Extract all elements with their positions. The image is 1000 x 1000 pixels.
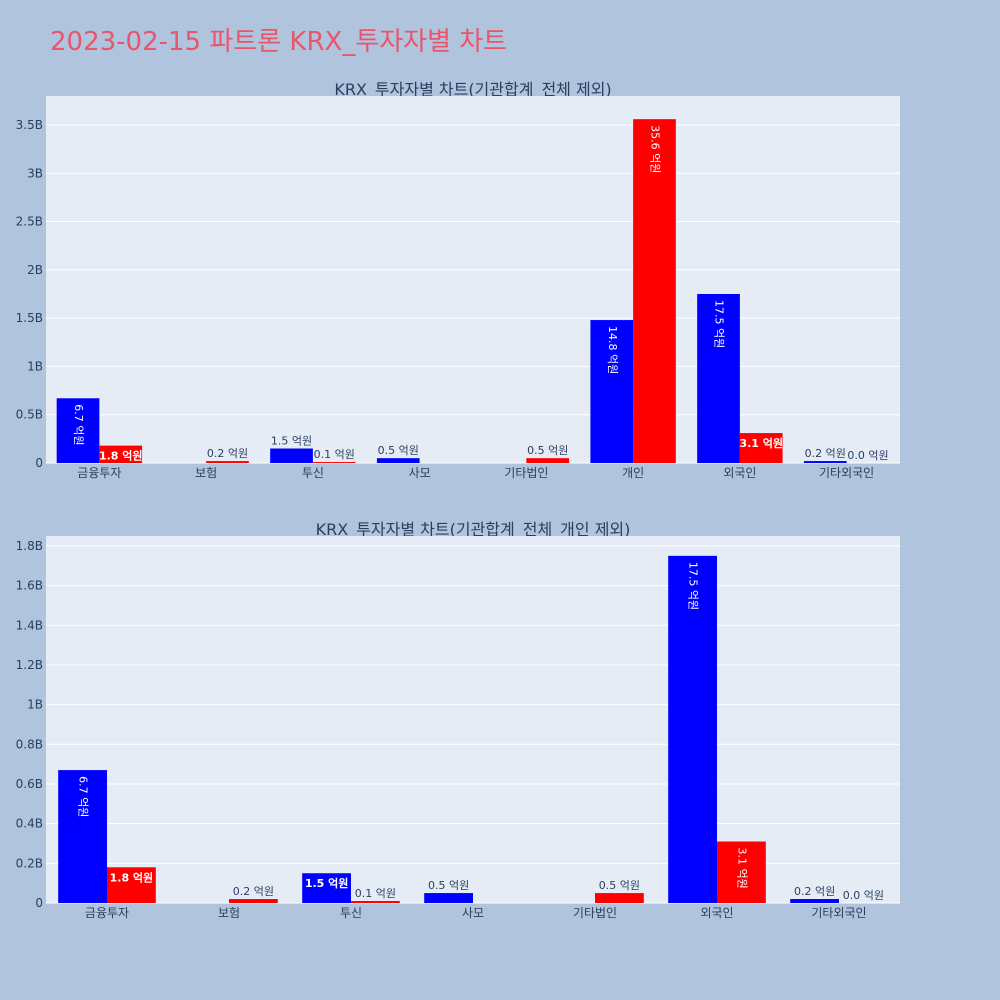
bottom-x-tick-label: 보험 (218, 906, 240, 920)
top-bar-label: 0.1 억원 (314, 448, 355, 461)
top-bar-label: 17.5 억원 (713, 300, 726, 348)
bottom-y-tick-label: 0.2B (16, 856, 43, 870)
bottom-y-tick-label: 1B (27, 698, 43, 712)
top-y-tick-label: 0 (35, 456, 43, 470)
top-bar-label: 14.8 억원 (606, 326, 619, 374)
top-y-tick-label: 1.5B (16, 311, 43, 325)
bottom-y-tick-label: 0.4B (16, 817, 43, 831)
top-x-tick-label: 보험 (195, 466, 217, 480)
bottom-bar-label: 0.1 억원 (355, 887, 396, 900)
top-x-tick-label: 기타외국인 (819, 466, 874, 480)
top-bar (526, 458, 570, 463)
bottom-x-tick-label: 외국인 (700, 906, 733, 920)
bottom-x-tick-label: 투신 (340, 906, 362, 920)
bottom-bar-label: 0.2 억원 (794, 885, 835, 898)
bottom-bar-label: 1.5 억원 (305, 876, 349, 890)
bottom-bar-label: 3.1 억원 (735, 848, 748, 889)
bottom-bar-label: 0.2 억원 (233, 885, 274, 898)
top-x-tick-label: 기타법인 (504, 466, 548, 480)
top-bar-label: 6.7 억원 (72, 404, 85, 445)
bottom-bar (668, 555, 717, 903)
bottom-bar (107, 867, 156, 903)
bottom-bar (790, 899, 839, 903)
bottom-bar (229, 899, 278, 903)
top-bar-label: 1.8 억원 (99, 449, 143, 463)
bottom-bar (595, 893, 644, 903)
top-y-tick-label: 2B (27, 263, 43, 277)
top-bar (590, 320, 634, 463)
top-x-tick-label: 외국인 (723, 466, 756, 480)
top-bar-label: 1.5 억원 (271, 435, 312, 448)
top-y-tick-label: 1B (27, 359, 43, 373)
top-bar (697, 293, 740, 463)
top-bar-label: 0.2 억원 (805, 447, 846, 460)
top-bar (803, 461, 847, 463)
top-plot-area (46, 96, 900, 463)
top-y-tick-label: 3B (27, 166, 43, 180)
chart-top: KRX_투자자별 차트(기관합계_전체 제외) 0 0.5B 1B 1.5B 2B 2.5… (16, 80, 900, 480)
bottom-plot-area (46, 536, 900, 903)
bottom-bar-label: 6.7 억원 (77, 776, 90, 817)
bottom-x-tick-label: 기타외국인 (811, 906, 866, 920)
bottom-bar-label: 0.5 억원 (428, 879, 469, 892)
top-bar (56, 398, 100, 463)
top-y-tick-label: 2.5B (16, 215, 43, 229)
chart-bottom-title: KRX_투자자별 차트(기관합계_전체_개인 제외) (316, 520, 631, 540)
bottom-bar (424, 893, 473, 903)
bottom-y-tick-label: 1.8B (16, 539, 43, 553)
top-y-tick-label: 0.5B (16, 408, 43, 422)
bottom-bar (717, 841, 766, 903)
page-title: 2023-02-15 파트론 KRX_투자자별 차트 (50, 27, 507, 57)
top-bar (376, 458, 420, 463)
top-x-tick-label: 투신 (302, 466, 324, 480)
bottom-bar-label: 1.8 억원 (110, 870, 154, 884)
top-bar-label: 0.5 억원 (527, 444, 568, 457)
bottom-y-tick-label: 1.4B (16, 618, 43, 632)
top-x-tick-label: 개인 (622, 466, 644, 480)
top-bar (633, 119, 676, 463)
bottom-bar (302, 873, 351, 903)
top-x-tick-label: 금융투자 (77, 466, 121, 480)
bottom-y-tick-label: 1.2B (16, 658, 43, 672)
bottom-x-tick-label: 기타법인 (573, 906, 617, 920)
top-bar (312, 462, 356, 463)
chart-top-title: KRX_투자자별 차트(기관합계_전체 제외) (334, 80, 611, 100)
top-bar (270, 448, 313, 463)
top-bar-label: 0.2 억원 (207, 447, 248, 460)
top-x-tick-label: 사모 (409, 466, 431, 480)
top-y-tick-label: 3.5B (16, 118, 43, 132)
bottom-bar-label: 0.5 억원 (599, 879, 640, 892)
top-bar-label: 0.5 억원 (378, 444, 419, 457)
top-bar-label: 35.6 억원 (648, 125, 661, 173)
chart-bottom: KRX_투자자별 차트(기관합계_전체_개인 제외) 0 0.2B 0.4B 0.6B… (16, 520, 900, 920)
bottom-bar (351, 901, 400, 903)
bottom-y-tick-label: 1.6B (16, 579, 43, 593)
bottom-y-tick-label: 0.8B (16, 737, 43, 751)
top-bar-label: 0.0 억원 (847, 449, 888, 462)
bottom-bar-label: 17.5 억원 (687, 562, 700, 610)
bottom-x-tick-label: 금융투자 (85, 906, 129, 920)
top-bar (99, 445, 143, 463)
bottom-y-tick-label: 0.6B (16, 777, 43, 791)
top-bar-label: 3.1 억원 (739, 436, 783, 450)
bottom-bar-label: 0.0 억원 (843, 889, 884, 902)
bottom-y-tick-label: 0 (35, 896, 43, 910)
top-bar (206, 461, 249, 463)
bottom-bar (58, 770, 107, 903)
top-bar (739, 433, 783, 463)
bottom-x-tick-label: 사모 (462, 906, 484, 920)
